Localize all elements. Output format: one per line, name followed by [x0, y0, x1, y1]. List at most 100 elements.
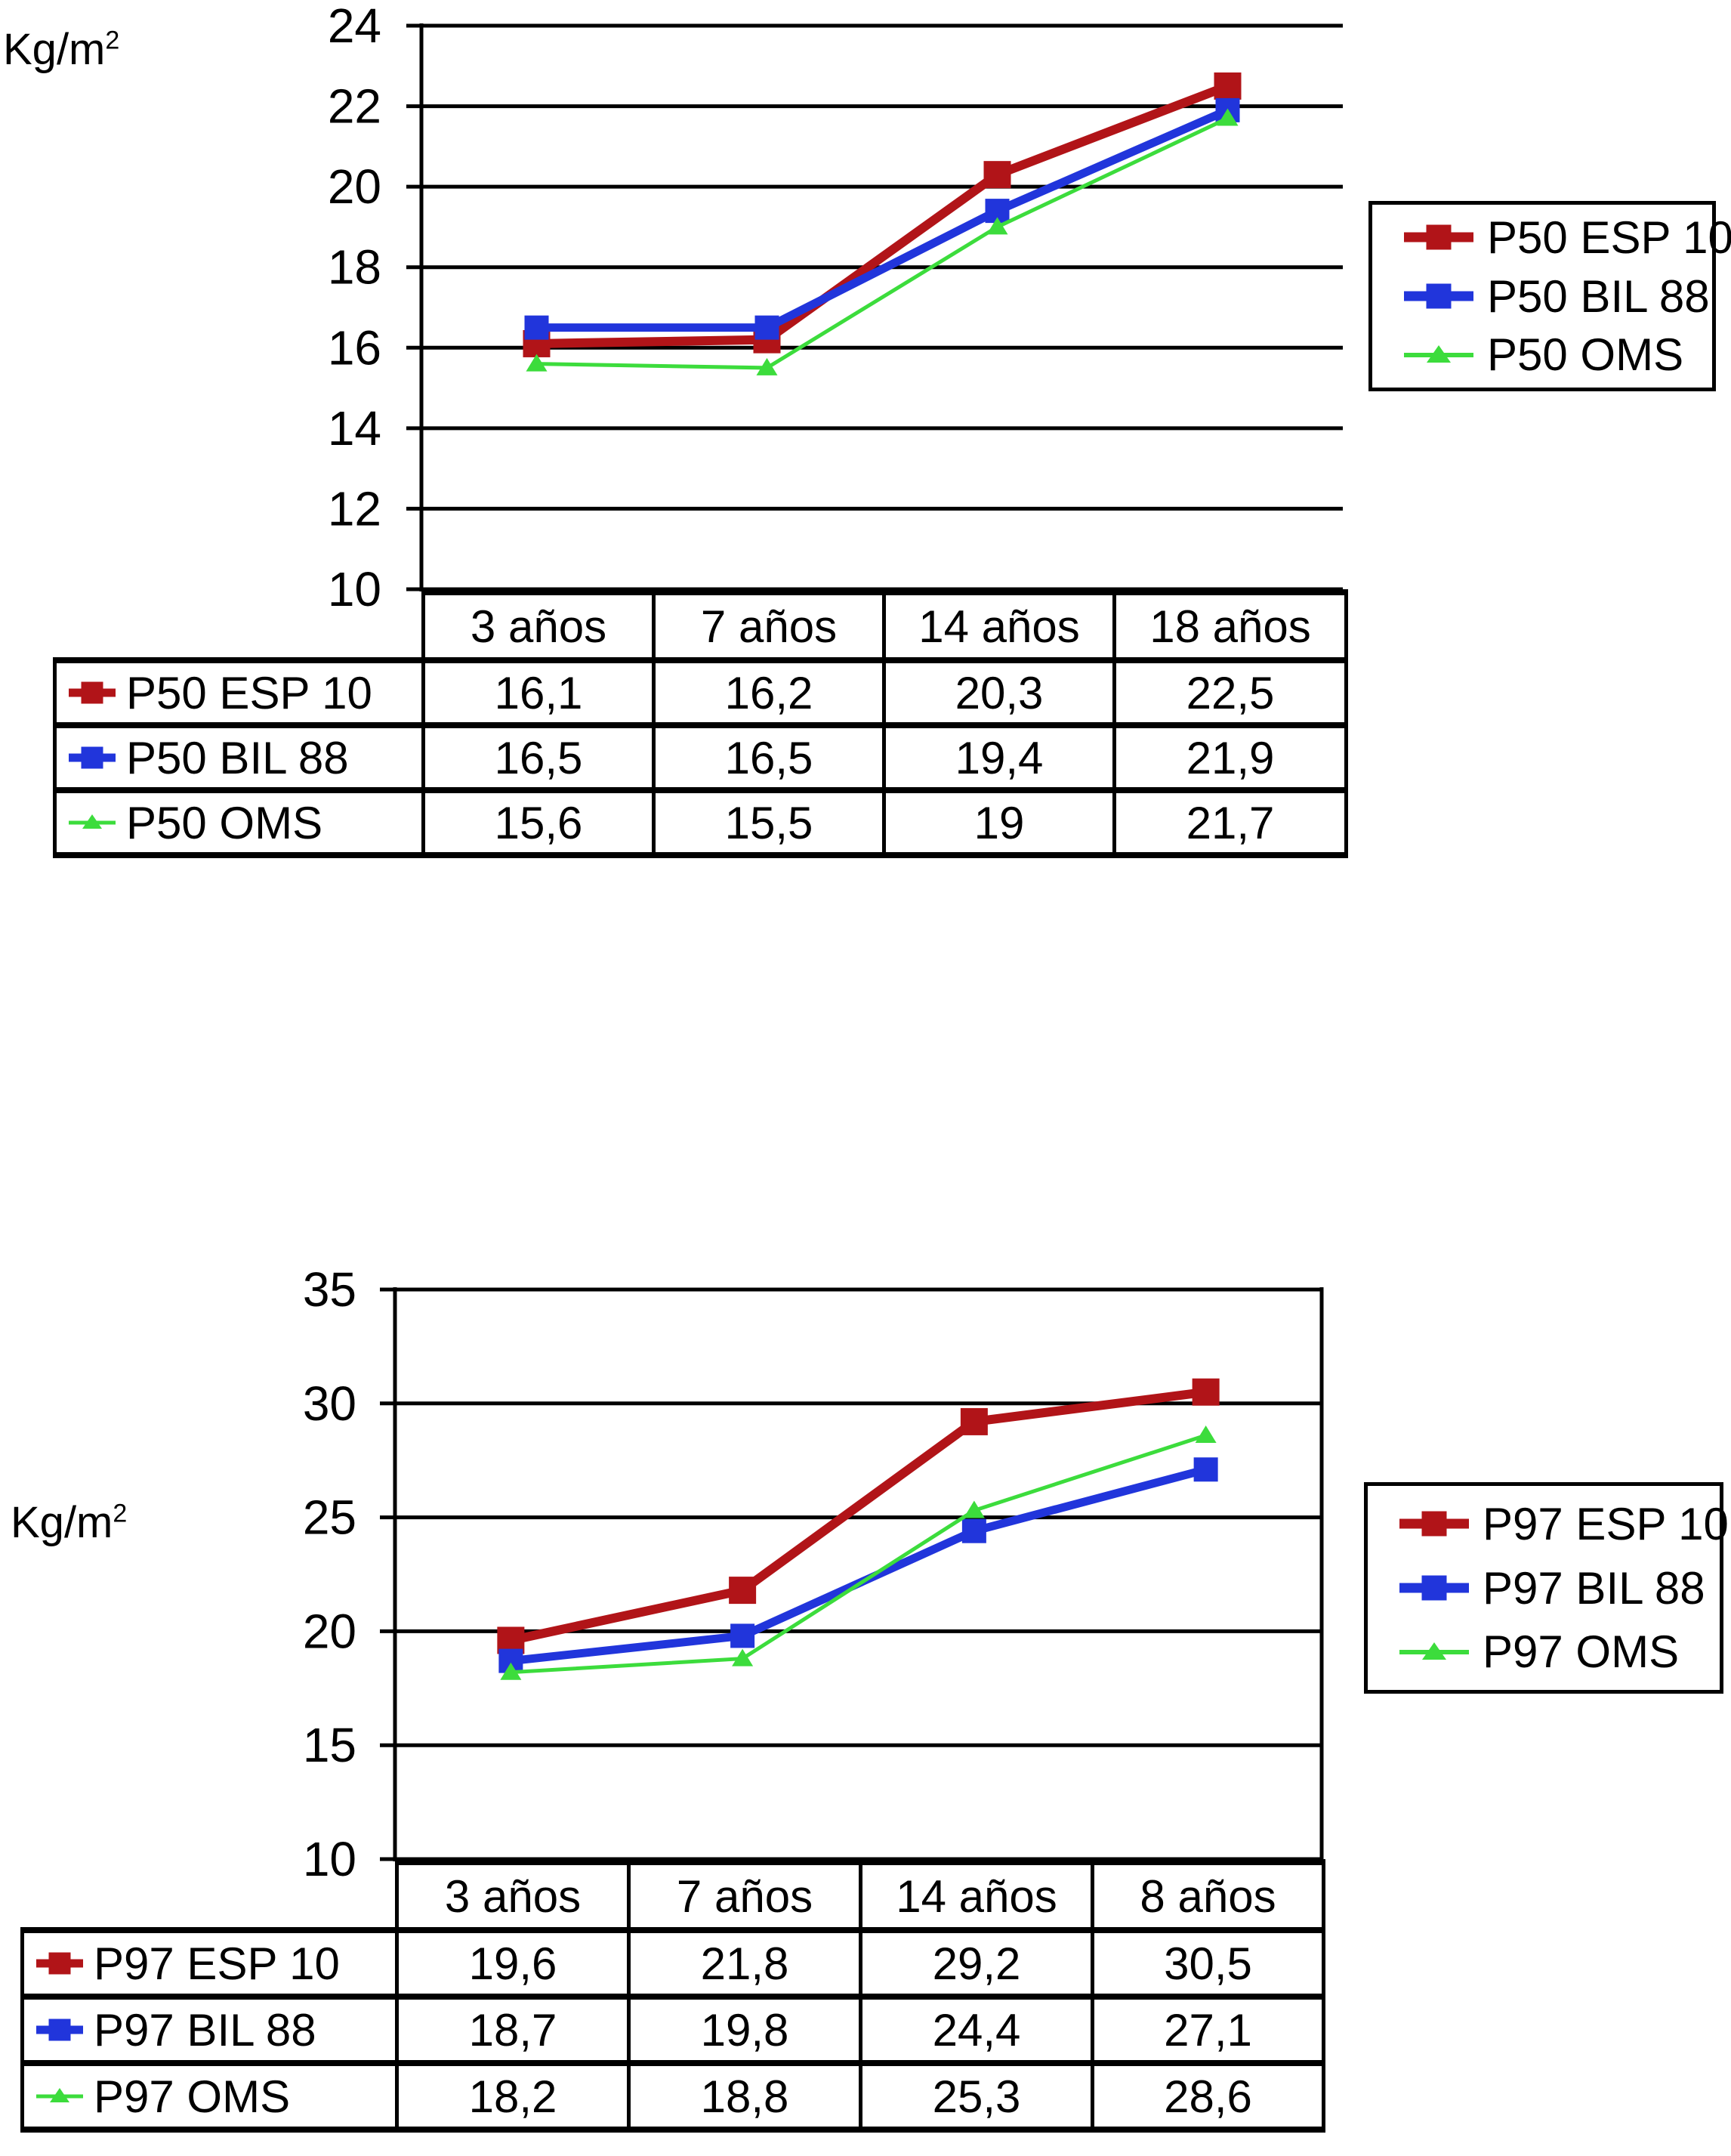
table-row: P97 BIL 88 18,7 19,8 24,4 27,1: [20, 1994, 1325, 2066]
series-label-cell: P50 ESP 10: [53, 657, 425, 728]
legend-label: P50 OMS: [1487, 329, 1684, 381]
value-cell: 21,7: [1112, 787, 1348, 858]
value-cell: 19,4: [882, 722, 1116, 793]
legend-item: P50 OMS: [1404, 329, 1712, 381]
series-name: P97 BIL 88: [94, 2004, 316, 2056]
legend-item: P97 OMS: [1399, 1626, 1720, 1678]
series-marker-icon: [1404, 278, 1473, 314]
unit-text: Kg/m: [3, 25, 106, 74]
value-cell: 27,1: [1091, 1994, 1325, 2066]
data-table-p97: 3 años 7 años 14 años 8 años P97 ESP 10 …: [20, 1859, 1325, 2133]
column-header: 7 años: [627, 1859, 862, 1933]
plot-p97: 35 30 25 20 15 10: [303, 1262, 1324, 1886]
unit-text: Kg/m: [11, 1498, 113, 1547]
series-label-cell: P50 OMS: [53, 787, 425, 858]
legend-label: P97 OMS: [1483, 1626, 1680, 1678]
value-cell: 19: [882, 787, 1116, 858]
series-label-cell: P97 OMS: [20, 2060, 399, 2133]
series-label-cell: P97 ESP 10: [20, 1927, 399, 2000]
series-label-cell: P50 BIL 88: [53, 722, 425, 793]
value-cell: 19,8: [627, 1994, 862, 2066]
series-marker-icon: [36, 1945, 83, 1981]
value-cell: 15,6: [421, 787, 656, 858]
legend-label: P50 BIL 88: [1487, 270, 1710, 322]
svg-text:22: 22: [328, 79, 381, 134]
value-cell: 16,5: [421, 722, 656, 793]
svg-text:10: 10: [328, 562, 381, 616]
value-cell: 22,5: [1112, 657, 1348, 728]
value-cell: 29,2: [859, 1927, 1094, 2000]
table-header-row: 3 años 7 años 14 años 8 años: [23, 1859, 1325, 1933]
series-marker-icon: [1404, 337, 1473, 373]
svg-text:30: 30: [303, 1376, 356, 1431]
value-cell: 19,6: [395, 1927, 631, 2000]
series-name: P97 OMS: [94, 2071, 291, 2122]
column-header: 14 años: [882, 589, 1116, 663]
legend-label: P97 ESP 10: [1483, 1498, 1729, 1549]
series-marker-icon: [1399, 1634, 1469, 1670]
column-header: 3 años: [421, 589, 656, 663]
unit-superscript: 2: [113, 1499, 128, 1528]
legend-p97: P97 ESP 10 P97 BIL 88 P97 OMS: [1364, 1482, 1729, 1694]
series-name: P50 BIL 88: [126, 732, 349, 783]
value-cell: 18,2: [395, 2060, 631, 2133]
value-cell: 25,3: [859, 2060, 1094, 2133]
column-header: 7 años: [652, 589, 886, 663]
legend-p50: P50 ESP 10 P50 BIL 88 P50 OMS: [1368, 201, 1731, 391]
y-axis-unit-label: Kg/m2: [11, 1497, 127, 1548]
series-marker-icon: [69, 675, 116, 711]
value-cell: 16,1: [421, 657, 656, 728]
unit-superscript: 2: [105, 26, 120, 55]
legend-label: P97 BIL 88: [1483, 1562, 1705, 1614]
value-cell: 16,5: [652, 722, 886, 793]
series-name: P50 OMS: [126, 797, 323, 848]
table-row: P50 BIL 88 16,5 16,5 19,4 21,9: [53, 722, 1348, 793]
svg-text:25: 25: [303, 1490, 356, 1545]
series-marker-icon: [1404, 219, 1473, 255]
svg-text:20: 20: [328, 159, 381, 214]
series-label-cell: P97 BIL 88: [20, 1994, 399, 2066]
svg-text:24: 24: [328, 0, 381, 53]
table-row: P97 ESP 10 19,6 21,8 29,2 30,5: [20, 1927, 1325, 2000]
svg-text:18: 18: [328, 240, 381, 295]
column-header: 18 años: [1112, 589, 1348, 663]
table-row: P97 OMS 18,2 18,8 25,3 28,6: [20, 2060, 1325, 2133]
column-header: 8 años: [1091, 1859, 1325, 1933]
legend-item: P50 ESP 10: [1404, 212, 1731, 264]
value-cell: 21,9: [1112, 722, 1348, 793]
column-header: 3 años: [395, 1859, 631, 1933]
legend-item: P97 ESP 10: [1399, 1498, 1729, 1550]
svg-text:16: 16: [328, 320, 381, 375]
svg-text:14: 14: [328, 401, 381, 456]
svg-text:35: 35: [303, 1262, 356, 1317]
blank-corner-cell: [23, 1862, 397, 1930]
value-cell: 15,5: [652, 787, 886, 858]
series-marker-icon: [1399, 1570, 1469, 1606]
series-name: P97 ESP 10: [94, 1938, 340, 1989]
value-cell: 24,4: [859, 1994, 1094, 2066]
value-cell: 16,2: [652, 657, 886, 728]
table-header-row: 3 años 7 años 14 años 18 años: [55, 589, 1348, 663]
value-cell: 28,6: [1091, 2060, 1325, 2133]
legend-item: P97 BIL 88: [1399, 1562, 1720, 1614]
svg-text:20: 20: [303, 1604, 356, 1658]
value-cell: 18,7: [395, 1994, 631, 2066]
svg-text:15: 15: [303, 1718, 356, 1772]
column-header: 14 años: [859, 1859, 1094, 1933]
series-name: P50 ESP 10: [126, 667, 372, 718]
legend-item: P50 BIL 88: [1404, 270, 1712, 323]
value-cell: 18,8: [627, 2060, 862, 2133]
legend-label: P50 ESP 10: [1487, 212, 1731, 263]
svg-text:12: 12: [328, 481, 381, 536]
plot-p50: 24 22 20 18 16 14 12 10: [328, 0, 1343, 616]
table-row: P50 ESP 10 16,1 16,2 20,3 22,5: [53, 657, 1348, 728]
series-marker-icon: [69, 805, 116, 841]
y-axis-unit-label: Kg/m2: [3, 24, 119, 75]
series-marker-icon: [1399, 1506, 1469, 1542]
series-marker-icon: [36, 2078, 83, 2114]
series-marker-icon: [69, 740, 116, 776]
table-row: P50 OMS 15,6 15,5 19 21,7: [53, 787, 1348, 858]
data-table-p50: 3 años 7 años 14 años 18 años P50 ESP 10…: [53, 589, 1348, 858]
